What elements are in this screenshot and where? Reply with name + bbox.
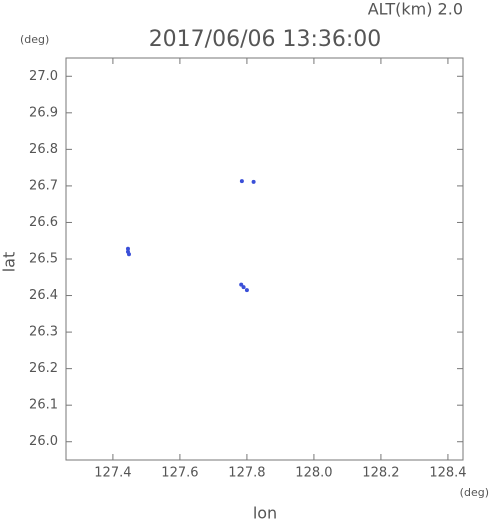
chart-title: 2017/06/06 13:36:00 xyxy=(149,27,382,52)
y-tick-label: 26.3 xyxy=(29,325,58,340)
plot-frame xyxy=(65,57,464,461)
y-tick-label: 26.1 xyxy=(29,398,58,413)
point xyxy=(244,288,249,293)
x-tick-label: 128.2 xyxy=(362,466,399,481)
y-tick-label: 26.7 xyxy=(29,178,58,193)
y-tick-label: 26.6 xyxy=(29,215,58,230)
y-tick-label: 26.5 xyxy=(29,252,58,267)
y-tick-label: 26.8 xyxy=(29,142,58,157)
point xyxy=(239,179,244,184)
y-tick-label: 26.2 xyxy=(29,361,58,376)
x-axis-label: lon xyxy=(253,504,277,521)
y-tick-label: 27.0 xyxy=(29,69,58,84)
x-tick-label: 128.0 xyxy=(295,466,332,481)
point xyxy=(239,282,244,287)
point xyxy=(125,246,130,251)
point xyxy=(126,252,131,257)
x-tick-label: 127.8 xyxy=(228,466,265,481)
y-tick-label: 26.9 xyxy=(29,105,58,120)
y-tick-label: 26.4 xyxy=(29,288,58,303)
point xyxy=(251,179,256,184)
point xyxy=(241,285,246,290)
altitude-label: ALT(km) 2.0 xyxy=(368,0,463,19)
x-tick-label: 127.4 xyxy=(94,466,131,481)
x-tick-label: 128.4 xyxy=(429,466,466,481)
x-unit: (deg) xyxy=(460,486,489,499)
y-axis-label: lat xyxy=(0,252,19,273)
y-tick-label: 26.0 xyxy=(29,434,58,449)
x-tick-label: 127.6 xyxy=(161,466,198,481)
y-unit: (deg) xyxy=(20,33,49,46)
